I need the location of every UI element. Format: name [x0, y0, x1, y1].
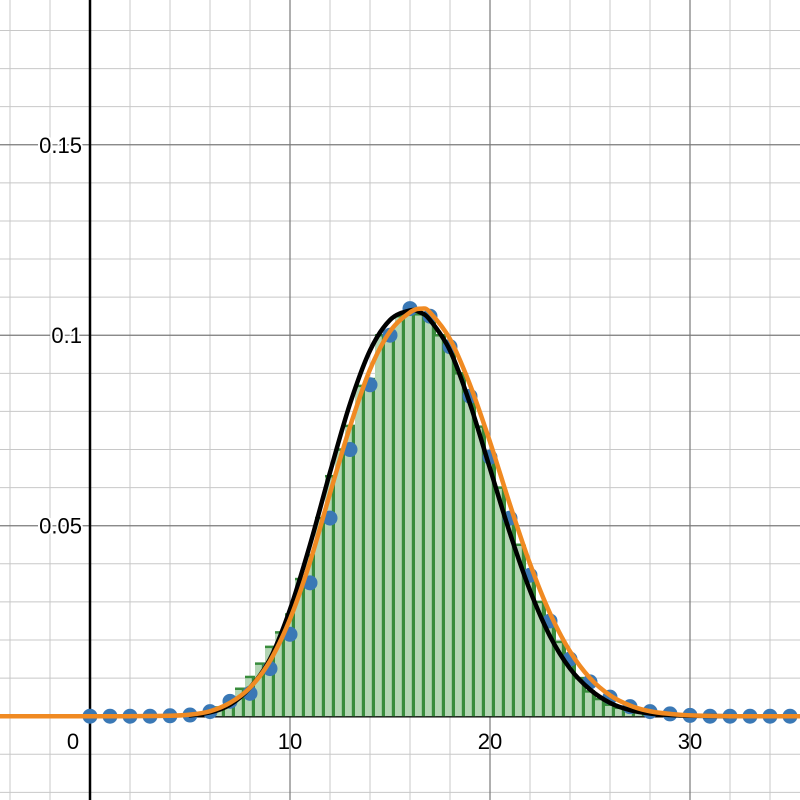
histogram-bar [605, 704, 615, 717]
histogram-bar [305, 555, 315, 717]
histogram-bar [495, 487, 505, 717]
histogram-bar-edge [371, 379, 376, 717]
histogram-bar-edge [581, 678, 586, 717]
histogram-bar-edge [241, 688, 246, 717]
histogram-bar-edge [561, 641, 566, 717]
histogram-bar [395, 316, 405, 717]
histogram-bar-edge [481, 426, 486, 717]
histogram-bar-edge [321, 518, 326, 717]
histogram-bar [215, 707, 225, 717]
histogram-bar [335, 449, 345, 717]
histogram-bar-edge [281, 632, 286, 717]
histogram-bar [545, 620, 555, 717]
histogram-bar-edge [411, 312, 416, 717]
histogram-bar-edge [451, 342, 456, 717]
histogram-bar [555, 641, 565, 717]
histogram-bar-edge [571, 662, 576, 717]
histogram-bar [575, 678, 585, 717]
histogram-bar [375, 335, 385, 717]
histogram-bar [535, 601, 545, 717]
histogram-bar-edge [381, 335, 386, 717]
y-tick-label: 0.05 [39, 514, 82, 539]
histogram-bar [435, 335, 445, 717]
x-tick-label: 20 [478, 729, 502, 754]
histogram-bar [275, 632, 285, 717]
histogram-bar-edge [421, 314, 426, 717]
histogram-bar-edge [541, 601, 546, 717]
y-tick-label: 0.1 [51, 323, 82, 348]
black-density-curve [187, 307, 793, 719]
y-tick-label: 0.15 [39, 133, 82, 158]
histogram-bar-edge [461, 373, 466, 717]
histogram-bar [475, 426, 485, 717]
histogram-bar-edge [391, 340, 396, 717]
x-tick-label: 10 [278, 729, 302, 754]
histogram-bar [455, 373, 465, 717]
x-tick-labels: 0 10 20 30 [67, 729, 702, 754]
histogram-bar [325, 476, 335, 717]
histogram-bar-edge [231, 699, 236, 717]
histogram-bar [425, 316, 435, 717]
histogram-bar [405, 312, 415, 717]
density-curves [0, 306, 800, 719]
x-tick-label: 0 [67, 729, 79, 754]
histogram-bar-edge [611, 704, 616, 717]
histogram-bar-edge [501, 487, 506, 717]
histogram-bar [465, 400, 475, 717]
histogram-bar [485, 455, 495, 717]
histogram-bar [505, 518, 515, 717]
histogram-bar-edge [291, 614, 296, 717]
histogram-bar [295, 579, 305, 717]
y-tick-labels: 0.05 0.1 0.15 [37, 131, 84, 541]
histogram-bar [235, 688, 245, 717]
histogram-bar-edge [531, 573, 536, 717]
histogram-bar [525, 573, 535, 717]
histogram-bar-edge [601, 699, 606, 717]
histogram-bar-edge [311, 555, 316, 717]
histogram-bar-edge [511, 518, 516, 717]
histogram-bar [255, 663, 265, 717]
histogram-bar-edge [491, 455, 496, 717]
histogram-bar [345, 425, 355, 717]
histogram-bar-edge [351, 425, 356, 717]
histogram-bar [615, 707, 625, 717]
histogram-bar-edge [441, 335, 446, 717]
histogram-bar [515, 544, 525, 717]
histogram-bar-edge [521, 544, 526, 717]
histogram-bar-edge [361, 385, 366, 717]
histogram-bar [355, 385, 365, 717]
histogram-bar-edge [301, 579, 306, 717]
histogram-bars [205, 311, 656, 717]
histogram-bar [315, 518, 325, 717]
histogram-bar-edge [591, 691, 596, 717]
histogram-bar [565, 662, 575, 717]
histogram-bar-edge [621, 707, 626, 717]
histogram-bar-edge [341, 449, 346, 717]
x-tick-label: 30 [678, 729, 702, 754]
histogram-bar [585, 691, 595, 717]
histogram-bar-edge [631, 710, 636, 717]
histogram-bar-edge [431, 316, 436, 717]
histogram-bar-edge [221, 707, 226, 717]
orange-density-curve [0, 306, 800, 719]
histogram-bar [445, 342, 455, 717]
histogram-bar [595, 699, 605, 717]
histogram-bar [285, 614, 295, 717]
histogram-bar-edge [551, 620, 556, 717]
histogram-bar [265, 646, 275, 717]
histogram-bar [385, 340, 395, 717]
histogram-bar-edge [401, 316, 406, 717]
histogram-bar-edge [331, 476, 336, 717]
histogram-bar [365, 379, 375, 717]
histogram-bar-edge [261, 663, 266, 717]
histogram-bar-edge [271, 646, 276, 717]
histogram-bar-edge [471, 400, 476, 717]
histogram-bar [415, 314, 425, 717]
